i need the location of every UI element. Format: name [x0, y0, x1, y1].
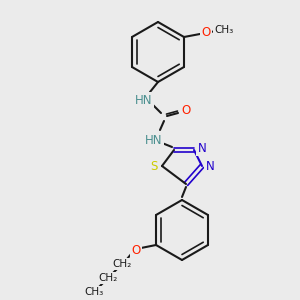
Text: CH₂: CH₂ — [98, 273, 118, 283]
Text: CH₂: CH₂ — [112, 259, 132, 269]
Text: CH₃: CH₃ — [214, 25, 234, 35]
Text: CH₃: CH₃ — [84, 287, 104, 297]
Text: S: S — [150, 160, 158, 172]
Text: HN: HN — [145, 134, 163, 146]
Text: N: N — [198, 142, 206, 154]
Text: O: O — [182, 103, 190, 116]
Text: O: O — [201, 26, 211, 38]
Text: HN: HN — [135, 94, 153, 106]
Text: N: N — [206, 160, 214, 172]
Text: O: O — [131, 244, 141, 256]
